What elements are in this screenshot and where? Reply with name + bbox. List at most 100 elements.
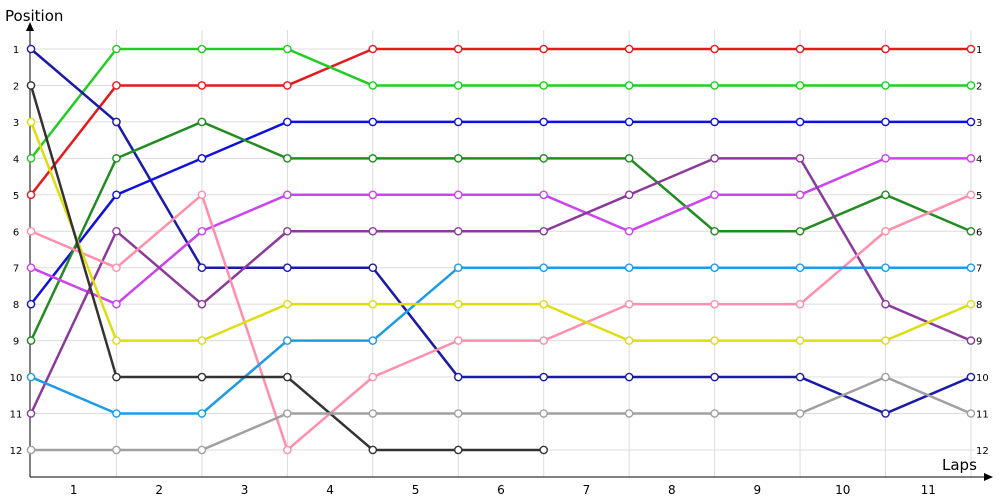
data-point xyxy=(26,81,36,90)
y-tick-label: 10 xyxy=(10,373,23,384)
data-point xyxy=(795,117,805,127)
data-point xyxy=(197,299,207,309)
data-point xyxy=(539,336,549,345)
data-point xyxy=(283,299,292,309)
series-7 xyxy=(26,154,976,418)
y-tick-label: 9 xyxy=(13,337,19,348)
data-point xyxy=(795,44,805,54)
data-point xyxy=(539,263,549,273)
series-12 xyxy=(26,372,976,455)
x-axis-title: Laps xyxy=(942,456,977,474)
data-point xyxy=(197,190,207,200)
data-point xyxy=(966,299,976,309)
data-point xyxy=(26,263,36,273)
data-point xyxy=(795,154,805,163)
y-tick-label: 11 xyxy=(10,410,23,421)
x-tick-label: 7 xyxy=(583,483,591,497)
data-point xyxy=(966,190,976,200)
data-point xyxy=(26,117,36,127)
data-point xyxy=(539,409,549,418)
data-point xyxy=(624,154,634,163)
data-point xyxy=(112,81,121,90)
data-point xyxy=(283,190,292,200)
data-point xyxy=(26,190,36,200)
data-point xyxy=(624,372,634,382)
data-point xyxy=(26,154,36,163)
data-point xyxy=(710,44,719,54)
data-point xyxy=(881,336,890,345)
data-point xyxy=(966,81,976,90)
data-point xyxy=(283,226,292,236)
data-point xyxy=(539,44,549,54)
y-tick-label: 2 xyxy=(13,81,19,92)
data-point xyxy=(453,263,463,273)
data-point xyxy=(368,154,378,163)
data-point xyxy=(112,409,121,418)
data-point xyxy=(112,336,121,345)
data-point xyxy=(453,81,463,90)
series-line xyxy=(29,121,972,342)
y-tick-label: 2 xyxy=(976,81,982,92)
data-point xyxy=(795,263,805,273)
y-tick-label: 3 xyxy=(976,118,982,129)
data-point xyxy=(881,299,890,309)
y-tick-label: 12 xyxy=(976,446,989,457)
data-point xyxy=(283,44,292,54)
data-point xyxy=(112,44,121,54)
data-point xyxy=(881,372,890,382)
data-point xyxy=(368,190,378,200)
data-point xyxy=(453,44,463,54)
series-line xyxy=(30,120,971,305)
data-point xyxy=(368,226,378,236)
x-tick-label: 8 xyxy=(668,483,676,497)
data-point xyxy=(197,226,207,236)
data-point xyxy=(710,154,719,163)
series-line xyxy=(30,157,971,306)
data-point xyxy=(795,226,805,236)
data-point xyxy=(624,409,634,418)
data-point xyxy=(112,117,121,127)
data-point xyxy=(881,409,890,418)
data-point xyxy=(795,299,805,309)
data-point xyxy=(453,299,463,309)
series-9 xyxy=(26,263,976,418)
x-tick-label: 4 xyxy=(326,483,334,497)
y-tick-label: 1 xyxy=(13,45,19,56)
data-point xyxy=(453,372,463,382)
x-tick-label: 11 xyxy=(921,483,936,497)
series-line xyxy=(30,47,971,160)
y-tick-label: 12 xyxy=(10,446,23,457)
data-point xyxy=(197,154,207,163)
data-point xyxy=(881,226,890,236)
data-point xyxy=(881,117,890,127)
data-point xyxy=(368,81,378,90)
data-point xyxy=(368,117,378,127)
data-point xyxy=(966,336,976,345)
y-tick-label: 8 xyxy=(976,300,982,311)
data-point xyxy=(368,44,378,54)
y-tick-label: 10 xyxy=(976,373,989,384)
data-point xyxy=(624,336,634,345)
data-point xyxy=(453,409,463,418)
y-tick-label: 6 xyxy=(976,227,982,238)
data-point xyxy=(539,299,549,309)
y-tick-label: 5 xyxy=(976,191,982,202)
data-point xyxy=(26,336,36,345)
data-point xyxy=(881,154,890,163)
y-axis-arrow xyxy=(26,22,34,31)
y-tick-label: 3 xyxy=(13,118,19,129)
data-point xyxy=(283,409,292,418)
data-point xyxy=(795,372,805,382)
data-point xyxy=(368,445,378,455)
data-point xyxy=(881,263,890,273)
data-point xyxy=(710,190,719,200)
data-point xyxy=(539,117,549,127)
data-point xyxy=(197,445,207,455)
data-point xyxy=(283,81,292,90)
y-tick-label: 4 xyxy=(13,154,19,165)
series-11 xyxy=(26,81,549,455)
x-tick-label: 3 xyxy=(241,483,249,497)
data-point xyxy=(881,81,890,90)
